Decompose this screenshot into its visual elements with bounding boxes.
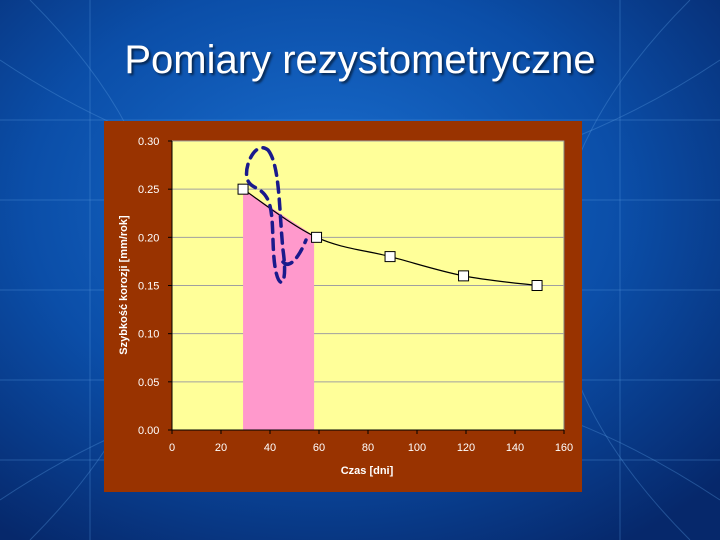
y-tick-label: 0.15 [138, 281, 159, 293]
x-axis-label: Czas [dni] [341, 465, 394, 477]
x-tick-label: 60 [313, 442, 325, 454]
x-tick-label: 80 [362, 442, 374, 454]
x-tick-labels: 0 20 40 60 80 100 120 140 160 [169, 430, 573, 454]
x-tick-label: 20 [215, 442, 227, 454]
y-tick-label: 0.05 [138, 377, 159, 389]
y-tick-label: 0.10 [138, 329, 159, 341]
y-tick-labels: 0.00 0.05 0.10 0.15 0.20 0.25 0.30 [138, 136, 172, 437]
data-point-marker [384, 251, 396, 263]
y-axis-label: Szybkość korozji [mm/rok] [118, 215, 130, 355]
x-tick-label: 40 [264, 442, 276, 454]
data-point-marker [531, 280, 543, 291]
highlight-layer [243, 189, 315, 430]
series-layer [237, 183, 543, 291]
slide-title: Pomiary rezystometryczne [124, 38, 596, 82]
y-tick-label: 0.25 [138, 184, 159, 196]
x-tick-label: 140 [506, 442, 524, 454]
x-tick-label: 120 [457, 442, 475, 454]
x-tick-label: 100 [408, 442, 426, 454]
data-point-marker [458, 270, 470, 282]
dashed-ellipse-annotation [281, 238, 308, 266]
dashed-ellipse-annotation [244, 146, 287, 284]
highlight-region [243, 189, 315, 430]
x-tick-label: 0 [169, 442, 175, 454]
annotation-layer [244, 146, 308, 284]
y-tick-label: 0.30 [138, 136, 159, 148]
gridlines [172, 140, 564, 383]
y-tick-label: 0.00 [138, 425, 159, 437]
x-tick-label: 160 [555, 442, 573, 454]
data-point-marker [311, 231, 323, 243]
y-tick-label: 0.20 [138, 232, 159, 244]
data-point-marker [237, 183, 249, 195]
